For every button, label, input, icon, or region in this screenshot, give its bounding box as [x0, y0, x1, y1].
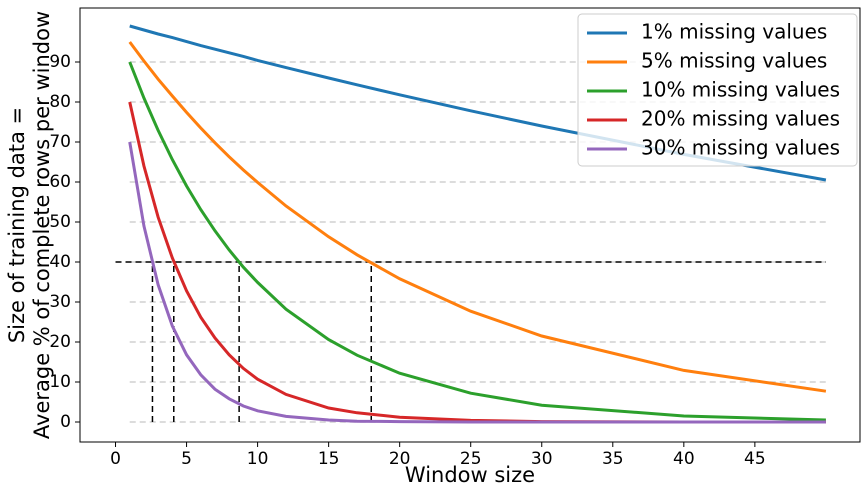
x-tick-label: 30: [531, 449, 553, 469]
legend-label: 30% missing values: [641, 136, 840, 160]
legend-label: 1% missing values: [641, 20, 827, 44]
y-tick-label: 30: [49, 292, 71, 312]
y-tick-label: 60: [49, 172, 71, 192]
x-axis-label: Window size: [405, 463, 535, 487]
legend-box: [577, 13, 858, 167]
y-tick-label: 70: [49, 132, 71, 152]
series-line: [128, 141, 826, 424]
x-tick-label: 0: [110, 449, 121, 469]
x-tick-label: 25: [460, 449, 482, 469]
y-axis-label: Size of training data =: [5, 107, 29, 343]
y-tick-label: 90: [49, 52, 71, 72]
legend-label: 20% missing values: [641, 107, 840, 131]
y-tick-label: 10: [49, 372, 71, 392]
legend-label: 10% missing values: [641, 78, 840, 102]
x-tick-label: 20: [389, 449, 411, 469]
y-axis-label: Average % of complete rows per window: [30, 11, 54, 439]
x-tick-label: 5: [181, 449, 192, 469]
y-tick-label: 40: [49, 252, 71, 272]
x-tick-label: 10: [247, 449, 269, 469]
series-line: [128, 61, 826, 422]
x-tick-label: 15: [318, 449, 340, 469]
y-tick-label: 50: [49, 212, 71, 232]
plot-frame: [79, 7, 861, 443]
x-tick-label: 45: [744, 449, 766, 469]
legend-label: 5% missing values: [641, 49, 827, 73]
series-line: [129, 24, 827, 182]
y-tick-label: 0: [60, 412, 71, 432]
x-tick-label: 40: [673, 449, 695, 469]
y-tick-label: 20: [49, 332, 71, 352]
x-tick-label: 35: [602, 449, 624, 469]
y-tick-label: 80: [49, 92, 71, 112]
series-line: [128, 41, 827, 393]
